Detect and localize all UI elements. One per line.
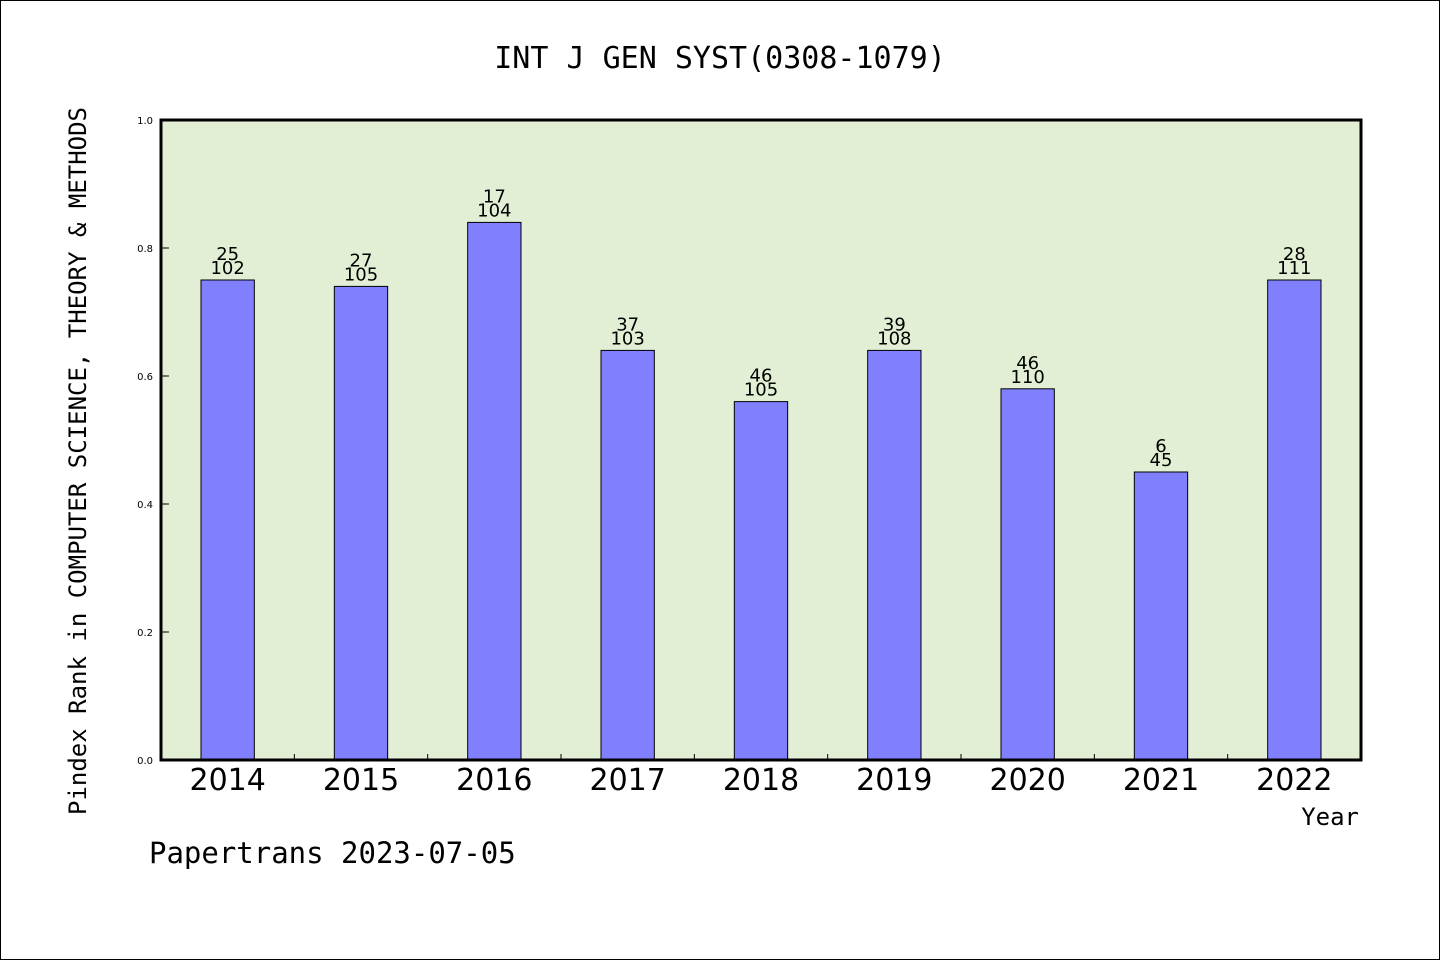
y-tick-label-1.0: 1.0 <box>137 116 153 127</box>
bar-total-label-2017: 103 <box>610 328 644 349</box>
bar-2017 <box>600 349 655 761</box>
bar-total-label-2015: 105 <box>344 264 378 285</box>
y-tick-label-0.4: 0.4 <box>137 500 153 511</box>
plot-border <box>159 118 1363 762</box>
bar-2014 <box>200 279 255 761</box>
y-tick-label-0.2: 0.2 <box>137 628 153 639</box>
footer-credit: Papertrans 2023-07-05 <box>149 836 516 870</box>
bar-total-label-2016: 104 <box>477 200 511 221</box>
x-tick-label-2020: 2020 <box>989 763 1065 798</box>
x-tick-label-2017: 2017 <box>589 763 665 798</box>
bar-total-label-2019: 108 <box>877 328 911 349</box>
bar-2018 <box>733 401 789 761</box>
bar-total-label-2022: 111 <box>1277 258 1311 279</box>
bar-rank-label-2020: 46 <box>1016 353 1039 374</box>
bar-total-label-2021: 45 <box>1150 450 1173 471</box>
y-tick-label-0.8: 0.8 <box>137 244 153 255</box>
bar-total-label-2020: 110 <box>1010 367 1044 388</box>
bars-layer <box>200 221 1322 761</box>
bar-2022 <box>1267 279 1322 761</box>
bar-2021 <box>1133 471 1189 761</box>
bar-rank-label-2021: 6 <box>1155 436 1166 457</box>
x-tick-label-2016: 2016 <box>456 763 532 798</box>
bar-rank-label-2015: 27 <box>350 250 373 271</box>
x-tick-label-2021: 2021 <box>1123 763 1199 798</box>
x-tick-label-2014: 2014 <box>189 763 265 798</box>
chart-title: INT J GEN SYST(0308-1079) <box>494 41 946 76</box>
bar-2015 <box>333 285 389 761</box>
y-tick-label-0.0: 0.0 <box>137 756 153 767</box>
bar-rank-label-2022: 28 <box>1283 244 1306 265</box>
x-tick-label-2015: 2015 <box>323 763 399 798</box>
bar-total-label-2014: 102 <box>210 258 244 279</box>
x-axis-ticks: 2014 2015 2016 2017 2018 2019 2020 2021 2022 <box>189 754 1333 798</box>
x-tick-label-2019: 2019 <box>856 763 932 798</box>
bar-rank-label-2019: 39 <box>883 314 906 335</box>
bar-rank-label-2018: 46 <box>750 366 773 387</box>
bar-2020 <box>1000 388 1055 761</box>
bar-rank-label-2014: 25 <box>216 244 239 265</box>
x-tick-label-2022: 2022 <box>1256 763 1332 798</box>
bar-2019 <box>867 349 922 761</box>
bar-rank-label-2016: 17 <box>483 186 506 207</box>
bar-total-label-2018: 105 <box>744 380 778 401</box>
y-tick-label-0.6: 0.6 <box>137 372 153 383</box>
y-axis-label: Pindex Rank in COMPUTER SCIENCE, THEORY … <box>64 107 92 815</box>
x-tick-label-2018: 2018 <box>723 763 799 798</box>
x-axis-label: Year <box>1301 803 1359 831</box>
bar-rank-label-2017: 37 <box>616 314 639 335</box>
bar-2016 <box>467 221 522 761</box>
